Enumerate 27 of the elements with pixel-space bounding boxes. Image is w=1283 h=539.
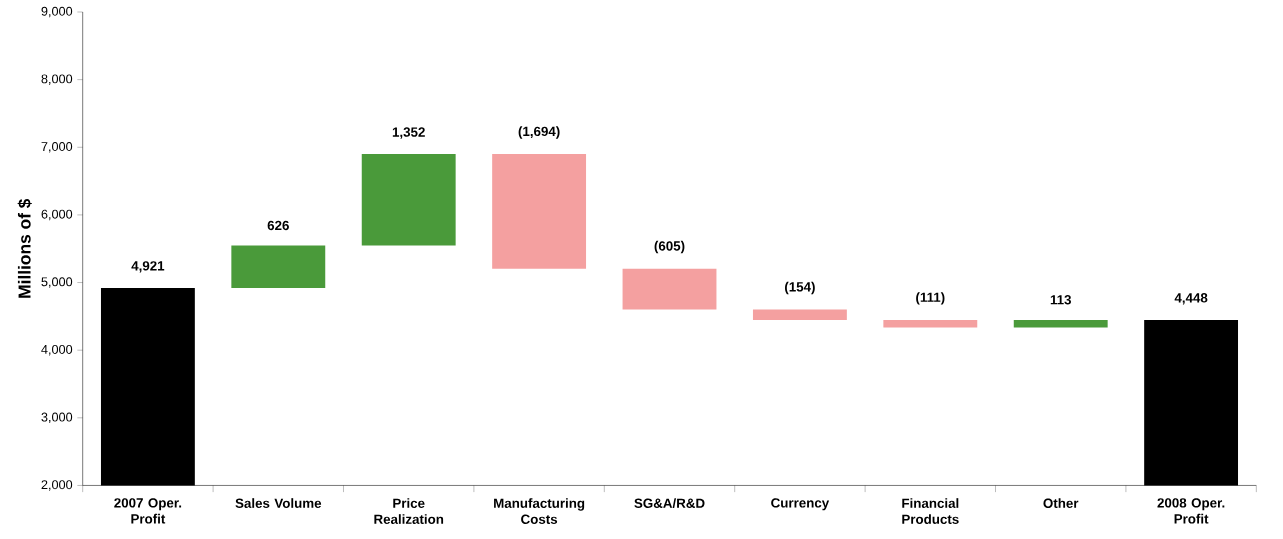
x-tick-label: Financial Products	[902, 498, 959, 525]
data-label: (605)	[654, 240, 685, 254]
x-tick-label: 2008 Oper. Profit	[1157, 498, 1225, 524]
y-axis-title: Millions of $	[17, 198, 32, 298]
data-label: 4,921	[131, 261, 165, 273]
y-tick-label: 8,000	[41, 74, 73, 85]
x-tick-label: Price Realization	[374, 498, 444, 525]
y-tick-label: 9,000	[41, 6, 73, 18]
y-tick-label: 6,000	[41, 209, 73, 221]
x-tick-label: Currency	[771, 498, 830, 511]
y-tick-label: 2,000	[41, 480, 73, 491]
x-tick-label: Sales Volume	[235, 498, 322, 509]
data-label: 4,448	[1174, 293, 1208, 305]
data-label: (154)	[785, 281, 815, 295]
y-tick-label: 4,000	[41, 345, 73, 356]
x-tick-label: Other	[1043, 498, 1079, 509]
x-tick-label: Manufacturing Costs	[494, 498, 585, 525]
data-label: (1,694)	[518, 126, 560, 139]
data-label: 626	[267, 220, 289, 231]
y-tick-label: 5,000	[41, 277, 73, 288]
data-label: 1,352	[392, 127, 425, 139]
x-tick-label: 2007 Oper. Profit	[114, 498, 182, 524]
data-label: (111)	[916, 292, 945, 305]
data-label: 113	[1050, 295, 1071, 305]
y-tick-label: 3,000	[41, 412, 73, 424]
x-tick-label: SG&A/R&D	[634, 498, 705, 509]
y-tick-label: 7,000	[41, 142, 73, 153]
